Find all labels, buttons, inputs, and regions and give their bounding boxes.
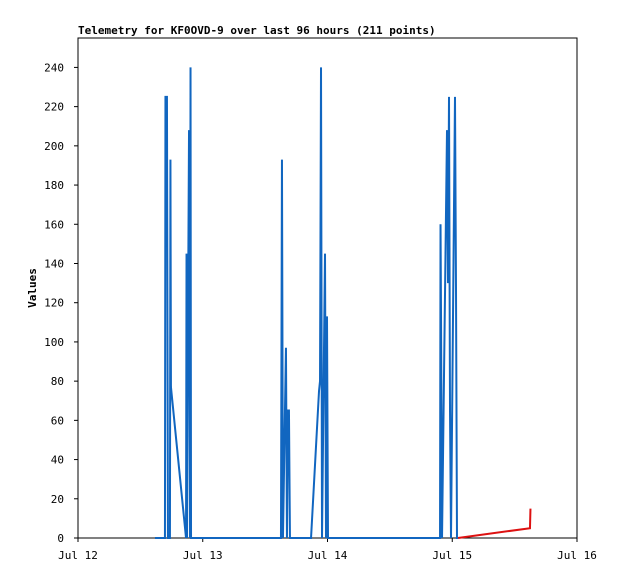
y-tick-label: 140 bbox=[44, 257, 64, 270]
y-tick-label: 220 bbox=[44, 101, 64, 114]
y-tick-label: 240 bbox=[44, 61, 64, 74]
y-tick-label: 40 bbox=[51, 454, 64, 467]
y-tick-label: 120 bbox=[44, 297, 64, 310]
y-tick-label: 160 bbox=[44, 218, 64, 231]
x-tick-label: Jul 14 bbox=[308, 549, 348, 562]
y-tick-label: 100 bbox=[44, 336, 64, 349]
x-tick-label: Jul 12 bbox=[58, 549, 98, 562]
chart-title: Telemetry for KF0OVD-9 over last 96 hour… bbox=[78, 24, 436, 37]
y-tick-label: 180 bbox=[44, 179, 64, 192]
y-tick-label: 80 bbox=[51, 375, 64, 388]
y-tick-label: 60 bbox=[51, 414, 64, 427]
x-tick-label: Jul 16 bbox=[557, 549, 597, 562]
x-tick-label: Jul 13 bbox=[183, 549, 223, 562]
x-tick-label: Jul 15 bbox=[432, 549, 472, 562]
y-tick-label: 20 bbox=[51, 493, 64, 506]
data-line bbox=[457, 508, 532, 539]
y-tick-label: 200 bbox=[44, 140, 64, 153]
y-axis-label: Values bbox=[26, 268, 39, 308]
data-line bbox=[154, 67, 458, 539]
y-tick-label: 0 bbox=[57, 532, 64, 545]
